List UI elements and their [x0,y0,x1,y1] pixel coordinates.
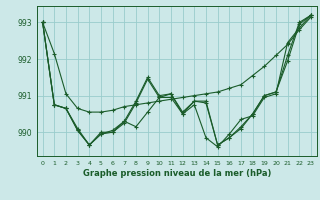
X-axis label: Graphe pression niveau de la mer (hPa): Graphe pression niveau de la mer (hPa) [83,169,271,178]
